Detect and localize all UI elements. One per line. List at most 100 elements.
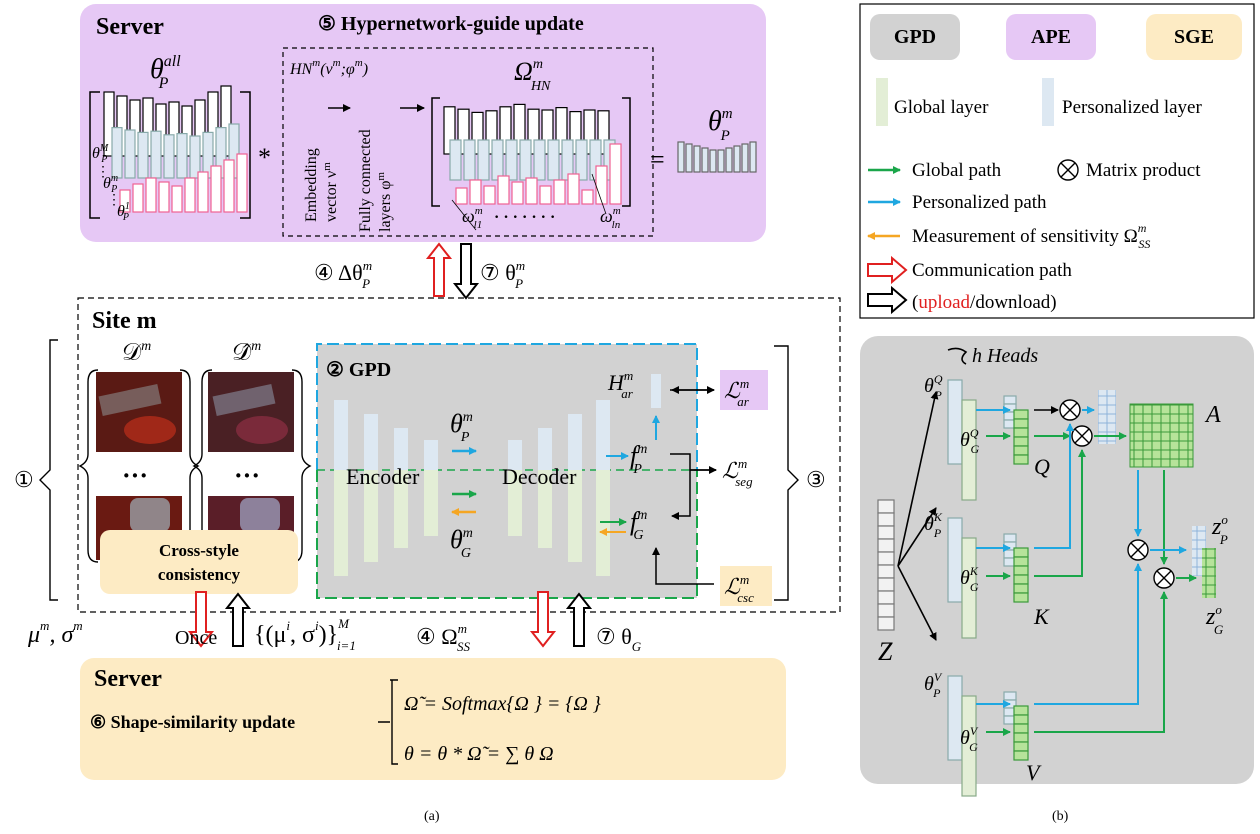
head-cell-p (1003, 691, 1017, 701)
omega-bar-mid (575, 139, 588, 181)
theta-p-result-label: θm P (708, 106, 733, 144)
omega-ln-label: ωm ln (600, 205, 621, 231)
legend-upload-download: (upload/download) (912, 292, 1057, 313)
personalized-weight-layer (947, 517, 963, 603)
stack-bar-1 (197, 171, 209, 213)
a-label: A (1204, 402, 1221, 428)
svg-text:θQP: θQ P (924, 372, 943, 402)
embedding-vector-label: Embedding vector νm (303, 148, 340, 222)
step1-label: ① (14, 467, 34, 492)
personalized-layer (364, 414, 378, 470)
download-theta-p-label: ⑦ θm P (480, 258, 525, 291)
svg-text:⋮: ⋮ (107, 193, 121, 208)
multiply-sign: * (258, 143, 271, 172)
head-cell-p (1003, 395, 1017, 405)
head-cell-g (1013, 427, 1029, 438)
head-cell-g (1013, 583, 1029, 594)
eq2-label: θ = θ * Ω̃ = ∑ θ Ω (404, 743, 554, 765)
theta-stack-label-m: θm P (103, 173, 118, 195)
step3-label: ③ (806, 467, 826, 492)
head-cell-g (1013, 454, 1029, 465)
personalized-layer (596, 400, 610, 470)
legend-ape: APE (1031, 26, 1071, 48)
stack-bar-1 (119, 189, 131, 213)
k-label: K (1033, 604, 1050, 629)
caption-b: (b) (1052, 809, 1069, 824)
svg-text:θVG: θV G (960, 724, 979, 754)
hn-title: HNm(νm;φm) (289, 57, 368, 78)
theta-p-bar (685, 143, 693, 173)
gpd-box (317, 344, 697, 598)
personalized-weight-layer (947, 379, 963, 465)
f-p-label: fm P (630, 441, 647, 477)
head-cell-g (1013, 556, 1029, 567)
v-label: V (1026, 760, 1042, 785)
cross-style-consistency-box (100, 530, 298, 594)
omega-bar-mid (547, 139, 560, 181)
legend-sge: SGE (1174, 26, 1214, 48)
legend-gpd: GPD (894, 26, 936, 48)
csc-label-line1: Cross-style (159, 541, 239, 560)
omega-bar-pink (609, 143, 622, 205)
download-theta-g-label: ⑦ θG (596, 624, 642, 654)
global-layer (568, 470, 582, 562)
equals-sign: = (650, 145, 665, 174)
omega-bar-mid (505, 139, 518, 181)
theta-p-bar (693, 145, 701, 173)
z-cell (877, 564, 895, 579)
upload-omega-ss-label: ④ Ωm SS (416, 621, 470, 654)
f-g-label: fm G (630, 507, 647, 543)
theta-p-bar (749, 141, 757, 173)
stack-bar-1 (210, 165, 222, 213)
z-cell (877, 525, 895, 540)
comm-bottom: μm, σm Once {(μi, σi)}M i=1 ④ Ωm SS ⑦ θG (27, 591, 642, 654)
personalized-layer (334, 400, 348, 470)
stack-bar-1 (184, 177, 196, 213)
legend-global-path: Global path (912, 160, 1002, 181)
omega-bar-mid (519, 139, 532, 181)
z-cell (877, 603, 895, 618)
head-cell-g (1013, 741, 1029, 752)
stack-bar-1 (236, 153, 248, 213)
dataset-d: 𝒟m ··· (78, 339, 200, 563)
attention-matrix-a (1129, 403, 1194, 468)
z-input-vector (877, 499, 895, 631)
theta-p-bar (725, 147, 733, 173)
encoder-label: Encoder (346, 464, 420, 489)
omega-bar-mid (491, 139, 504, 181)
omega-bar-pink (567, 173, 580, 205)
once-label: Once (175, 627, 217, 649)
omega-bar-pink (525, 177, 538, 205)
svg-text:θQG: θQ G (960, 426, 980, 456)
step6-label: ⑥ Shape-similarity update (90, 712, 295, 732)
omega-hn-matrix: Ωm HN ωm l1 · · · · · · · ωm ln (431, 57, 631, 231)
z-cell (877, 512, 895, 527)
global-weight-layer (961, 537, 977, 639)
left-brace (39, 339, 58, 601)
zp-label: zo P (1211, 512, 1228, 547)
comm-top: ④ Δθm P ⑦ θm P (314, 242, 525, 300)
head-cell-g (1013, 705, 1029, 716)
zg-label: zo G (1205, 602, 1224, 637)
omega-bar-pink (497, 175, 510, 205)
personalized-layer (538, 428, 552, 470)
gpd-theta-g: θm G (450, 525, 473, 561)
stack-bar-m (124, 129, 136, 179)
legend-panel: GPD APE SGE Global layer Personalized la… (859, 3, 1255, 319)
omega-bar-pink (469, 179, 482, 205)
site-title: Site m (92, 308, 157, 334)
z-cell (877, 577, 895, 592)
eq1-label: Ω̃ = Softmax{Ω } = {Ω } (404, 693, 601, 715)
legend-matrix-product: Matrix product (1086, 160, 1201, 181)
head-cell-g (1013, 714, 1029, 725)
theta-stack-label-1: θ1 P (117, 201, 130, 223)
head-cell-g (1013, 445, 1029, 456)
z-cell (877, 499, 895, 514)
svg-text:𝒟m: 𝒟m (122, 339, 151, 366)
omega-bar-pink (553, 179, 566, 205)
head-cell-g (1013, 750, 1029, 761)
theta-p-bar (741, 143, 749, 173)
top-server-title: Server (96, 14, 164, 40)
